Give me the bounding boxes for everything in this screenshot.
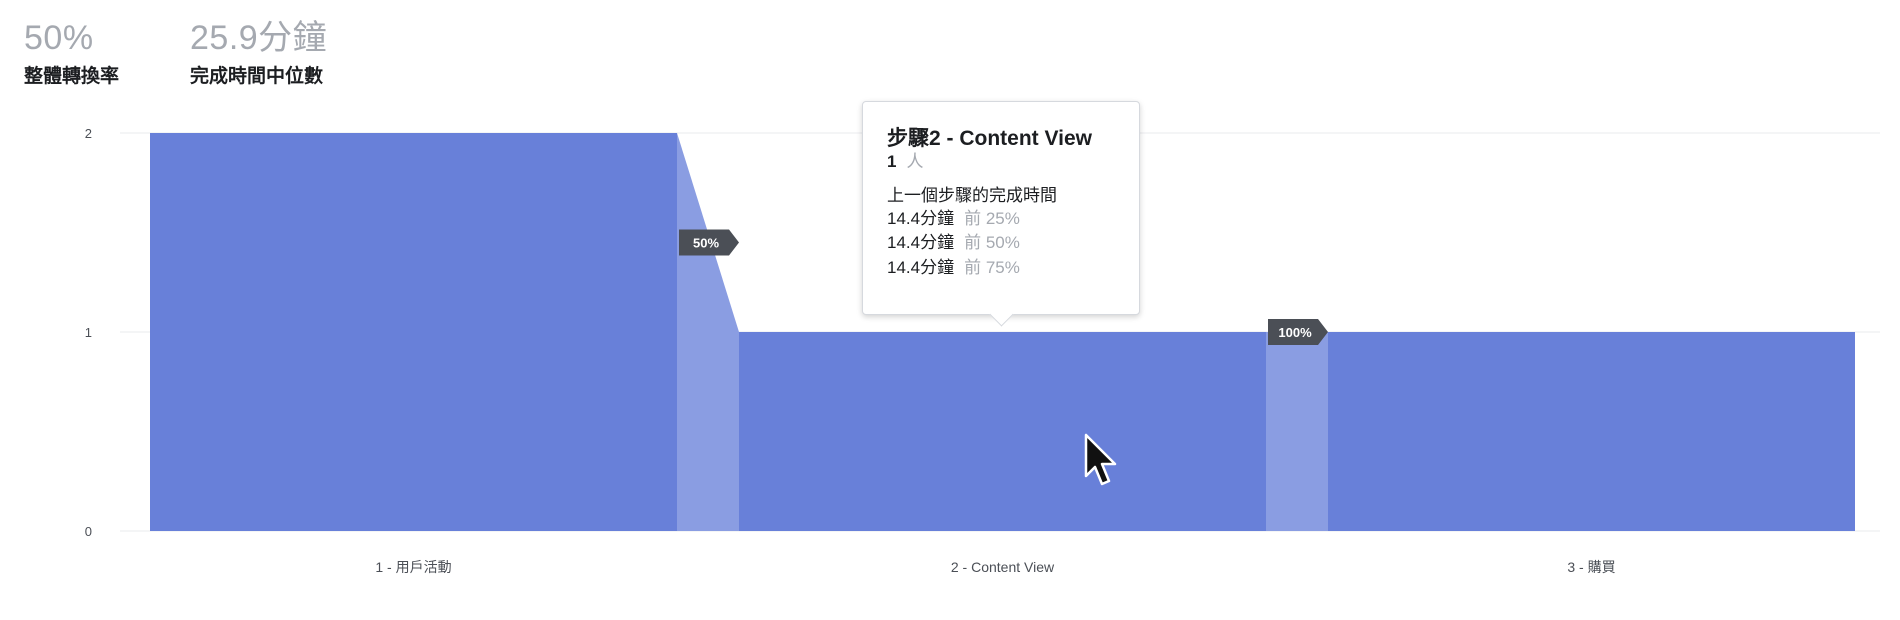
y-tick-label: 1 <box>85 325 92 340</box>
median-duration-label: 完成時間中位數 <box>190 65 324 87</box>
funnel-step-bar <box>1328 332 1855 531</box>
tooltip-title: 步驟2 - Content View <box>887 127 1092 150</box>
overall-conversion-value: 50% <box>24 19 94 57</box>
tooltip-row: 14.4分鐘前 50% <box>887 231 1115 256</box>
conversion-badge-label: 50% <box>693 236 719 251</box>
x-category-label: 2 - Content View <box>951 559 1055 575</box>
conversion-badge <box>679 229 739 256</box>
tooltip-row-percentile: 前 75% <box>964 258 1020 278</box>
tooltip-row-percentile: 前 25% <box>964 208 1020 228</box>
funnel-step-bar <box>150 133 677 531</box>
median-duration-value: 25.9分鐘 <box>190 19 328 57</box>
tooltip-row-value: 14.4分鐘 <box>887 258 955 278</box>
tooltip-row: 14.4分鐘前 75% <box>887 256 1115 281</box>
funnel-transition-band <box>677 133 739 531</box>
mouse-cursor-icon <box>1084 433 1117 486</box>
tooltip-row-value: 14.4分鐘 <box>887 233 955 253</box>
funnel-transition-band <box>1266 332 1328 531</box>
overall-conversion-label: 整體轉換率 <box>24 65 120 87</box>
y-tick-label: 2 <box>85 126 92 141</box>
tooltip-row: 14.4分鐘前 25% <box>887 207 1115 232</box>
tooltip-row-percentile: 前 50% <box>964 233 1020 253</box>
median-duration-stat: 25.9分鐘 完成時間中位數 <box>190 18 327 88</box>
conversion-badge-label: 100% <box>1278 325 1312 340</box>
tooltip-count-value: 1 <box>887 152 897 172</box>
x-category-label: 3 - 購買 <box>1567 559 1615 575</box>
tooltip-section-label: 上一個步驟的完成時間 <box>887 186 1057 206</box>
x-category-label: 1 - 用戶活動 <box>375 559 451 575</box>
tooltip-row-value: 14.4分鐘 <box>887 208 955 228</box>
tooltip-count-unit: 人 <box>906 152 924 172</box>
conversion-badge <box>1268 319 1328 345</box>
funnel-step-bar <box>739 332 1266 531</box>
overall-conversion-stat: 50% 整體轉換率 <box>24 18 119 88</box>
y-tick-label: 0 <box>85 524 92 539</box>
